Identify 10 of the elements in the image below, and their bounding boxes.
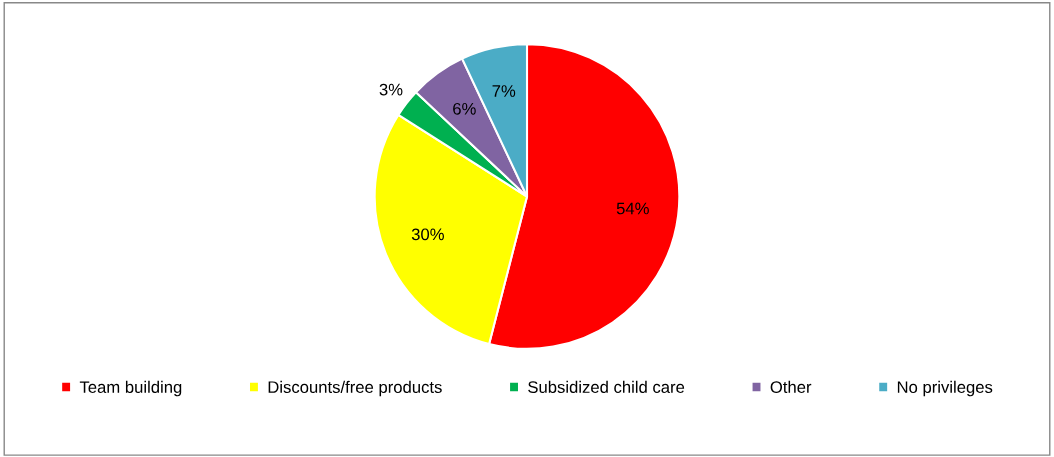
legend-label: No privileges bbox=[897, 380, 993, 397]
data-label: 54% bbox=[616, 202, 649, 215]
data-label: 6% bbox=[453, 102, 476, 115]
data-label: 3% bbox=[379, 83, 403, 96]
data-label: 7% bbox=[492, 85, 516, 97]
legend-label: Discounts/free products bbox=[268, 380, 442, 397]
legend-label: Subsidized child care bbox=[528, 380, 685, 394]
legend-label: Team building bbox=[79, 380, 182, 397]
data-label: 30% bbox=[411, 228, 444, 241]
legend-label: Other bbox=[770, 380, 812, 394]
